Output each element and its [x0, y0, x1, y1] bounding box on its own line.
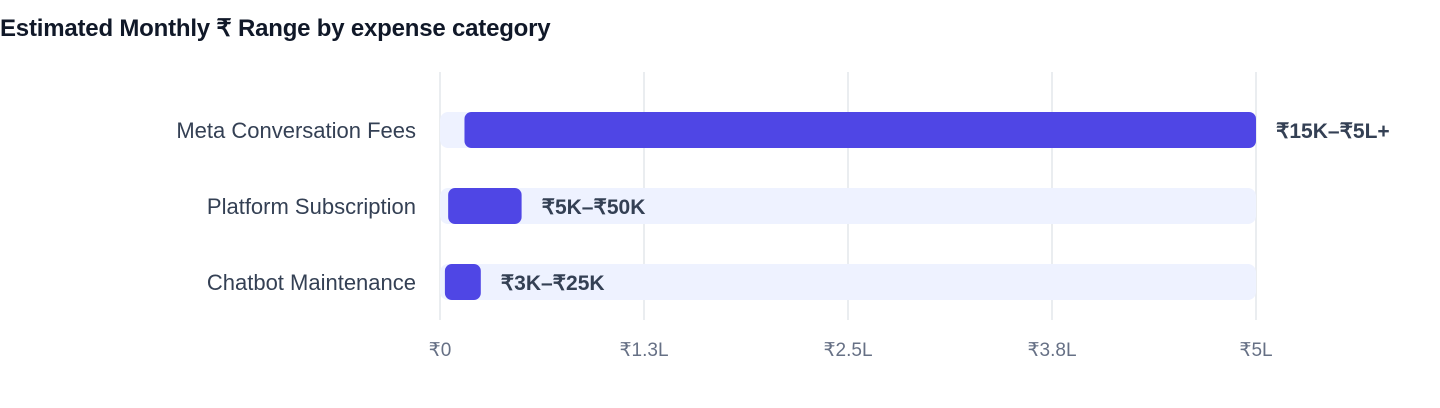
range-bar[interactable]: [448, 188, 522, 224]
x-tick-label: ₹1.3L: [619, 340, 668, 361]
bar-track: [440, 264, 1256, 300]
x-tick-label: ₹3.8L: [1027, 340, 1076, 361]
category-label: Chatbot Maintenance: [207, 270, 416, 295]
range-data-label: ₹15K–₹5L+: [1276, 120, 1390, 143]
bar-track: [440, 188, 1256, 224]
category-label: Meta Conversation Fees: [176, 118, 416, 143]
range-data-label: ₹3K–₹25K: [501, 272, 605, 295]
chart-title: Estimated Monthly ₹ Range by expense cat…: [0, 15, 551, 42]
range-bar[interactable]: [464, 112, 1257, 148]
range-bar[interactable]: [444, 264, 481, 300]
x-tick-label: ₹0: [429, 340, 452, 361]
range-data-label: ₹5K–₹50K: [542, 196, 646, 219]
category-label: Platform Subscription: [207, 194, 416, 219]
x-tick-label: ₹2.5L: [823, 340, 872, 361]
x-tick-label: ₹5L: [1239, 340, 1272, 361]
